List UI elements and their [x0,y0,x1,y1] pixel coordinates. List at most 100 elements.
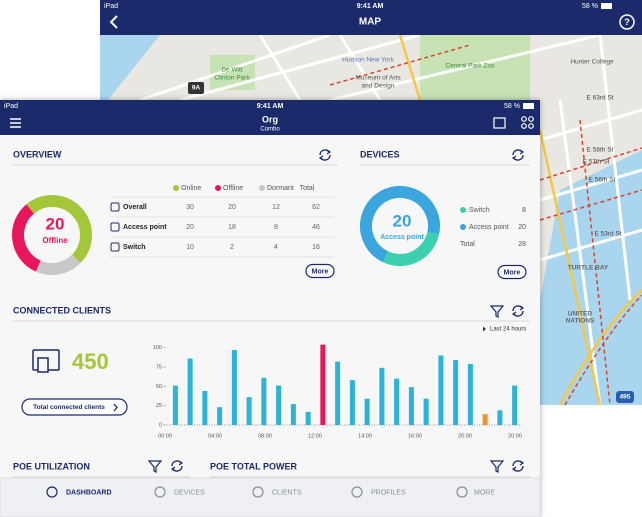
nav-bar [0,477,541,517]
help-button[interactable] [619,14,635,30]
bar [482,414,488,425]
battery-icon [601,3,612,9]
map-header [100,0,642,35]
status-time: 9:41 AM [357,3,384,10]
row-icon [110,222,120,232]
header-subtitle: Combo [260,127,280,133]
nav-icon [154,486,166,498]
donut-segment [26,195,92,263]
status-device: iPad [4,103,18,110]
donut-label: Offline [42,236,68,245]
donut-value: 20 [393,211,412,230]
legend-label: Switch [469,207,490,214]
header-title: Org [262,114,278,124]
row-icon [110,202,120,212]
legend-dot [215,185,221,191]
devices-title: DEVICES [360,149,400,159]
bar [349,380,355,425]
refresh-arrow [511,149,525,161]
map-button[interactable] [493,117,506,129]
map-label: and Design [362,83,395,90]
y-tick-label: 50 [156,384,162,390]
monitor-icon [37,357,49,373]
poe-total-power-title: POE TOTAL POWER [210,461,298,471]
overview-title: OVERVIEW [13,149,62,159]
y-tick-label: 0 [159,422,162,428]
more-button[interactable] [305,263,335,279]
bar [453,360,459,425]
table-cell: 10 [186,244,194,251]
bar [172,385,178,425]
total-clients-button[interactable] [21,398,128,416]
y-tick-label: 25 [156,403,162,409]
bar [364,398,370,425]
client-count: 450 [72,349,109,374]
nav-label: DASHBOARD [66,489,112,496]
table-cell: 30 [186,204,194,211]
legend-dot [460,207,466,213]
table-cell: 46 [312,224,320,231]
poe-utilization-title: POE UTILIZATION [13,461,90,471]
x-tick-label: 00:00 [158,433,172,439]
map-label: E 57th St [583,159,610,166]
map-label: 9A [192,85,201,92]
table-cell: 20 [186,224,194,231]
y-tick-label: 100 [153,345,162,351]
refresh-arrow [511,305,525,317]
legend-value: 20 [518,224,526,231]
nav-label: CLIENTS [272,489,302,496]
column-header: Online [181,185,201,192]
status-device: iPad [104,3,118,10]
legend-dot [460,224,466,230]
map-label: Hudson New York [342,57,394,64]
row-label: Overall [123,204,147,211]
map-label: Hunter College [570,59,614,66]
map-label: E 53rd St [594,231,621,238]
bar [497,410,503,425]
route-badge [616,391,634,403]
map-label: E 63rd St [586,95,613,102]
row-label: Switch [123,244,146,251]
row-icon [110,242,120,252]
donut-segment [383,231,440,266]
more-button[interactable] [497,264,527,280]
refresh-arrow [318,149,332,161]
menu-button[interactable] [10,118,21,128]
total-clients-label: Total connected clients [33,404,105,411]
legend-dot [173,185,179,191]
x-tick-label: 12:00 [308,433,322,439]
legend-label: Total [460,241,475,248]
y-tick-label: 75 [156,364,162,370]
nav-label: PROFILES [371,489,406,496]
bar [467,363,473,425]
nav-icon [46,486,58,498]
more-button-label: More [312,268,329,275]
traffic [329,44,642,406]
battery-icon [523,103,534,109]
bar [261,377,267,425]
filter-button[interactable] [489,305,505,318]
nav-icon [456,486,468,498]
nav-icon [351,486,363,498]
bar [202,391,208,425]
more-button-label: More [504,269,521,276]
row-label: Access point [123,224,167,231]
back-button[interactable] [109,15,118,29]
grid-button[interactable] [521,116,534,129]
chevron [113,403,118,412]
map-label: E 56th St [589,177,616,184]
filter-button[interactable] [489,460,505,473]
map-label: De Witt [221,67,243,74]
nav-label: MORE [474,489,495,496]
table-cell: 12 [272,204,280,211]
table-cell: 8 [274,224,278,231]
bar [423,398,429,425]
column-header: Total [300,185,315,192]
bar [438,355,444,425]
bar [290,404,296,425]
donut-value: 20 [46,214,65,233]
filter-button[interactable] [147,460,163,473]
table-cell: 2 [230,244,234,251]
donut-label: Access point [380,234,424,241]
